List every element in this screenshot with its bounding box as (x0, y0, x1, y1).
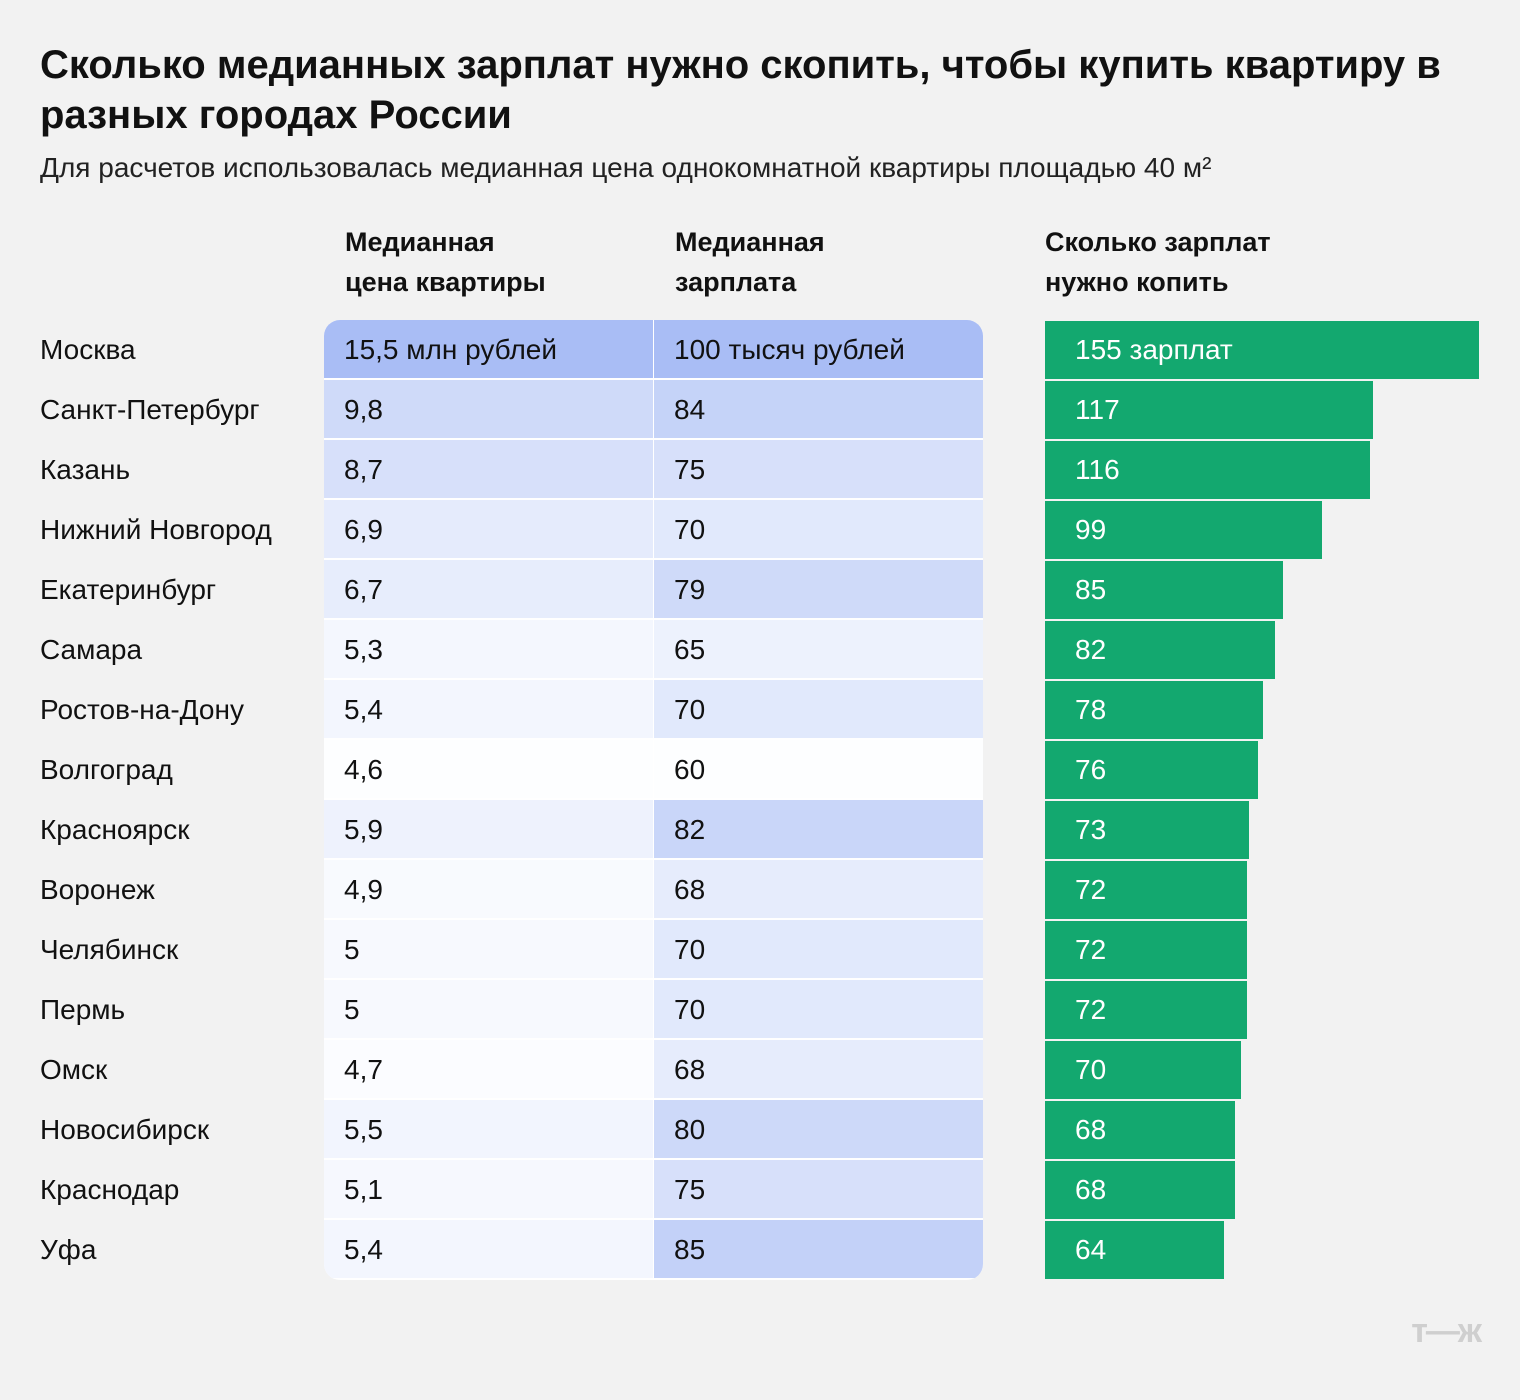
bar: 85 (1045, 561, 1283, 619)
price-cell: 5,4 (324, 1220, 653, 1279)
salary-cell: 65 (654, 620, 983, 679)
salary-cell: 79 (654, 560, 983, 619)
salary-cell: 84 (654, 380, 983, 439)
city-label: Уфа (40, 1234, 97, 1265)
city-label: Новосибирск (40, 1114, 210, 1145)
city-label: Нижний Новгород (40, 514, 272, 545)
city-label: Красноярск (40, 814, 190, 845)
salary-cell: 80 (654, 1100, 983, 1159)
salary-cell: 70 (654, 980, 983, 1039)
bar: 72 (1045, 861, 1247, 919)
subtitle: Для расчетов использовалась медианная це… (40, 152, 1212, 183)
salary-cell: 75 (654, 440, 983, 499)
salary-cell: 68 (654, 1040, 983, 1099)
city-label: Челябинск (40, 934, 179, 965)
city-label: Ростов-на-Дону (40, 694, 244, 725)
price-cell: 5,1 (324, 1160, 653, 1219)
title: Сколько медианных зарплат нужно скопить,… (40, 43, 1441, 137)
table: 15,5 млн рублей 100 тысяч рублей 9,8 84 8,7 7… (324, 320, 983, 1280)
price-cell: 5,3 (324, 620, 653, 679)
salary-cell: 85 (654, 1220, 983, 1279)
price-cell: 9,8 (324, 380, 653, 439)
price-cell: 5,5 (324, 1100, 653, 1159)
price-cell: 5,4 (324, 680, 653, 739)
bar: 99 (1045, 501, 1323, 559)
bar: 116 (1045, 441, 1370, 499)
city-label: Воронеж (40, 874, 155, 905)
column-header: Медианная цена квартиры (345, 227, 546, 297)
price-cell: 5,9 (324, 800, 653, 859)
price-cell: 15,5 млн рублей (324, 320, 653, 379)
bar: 117 (1045, 381, 1373, 439)
bar: 76 (1045, 741, 1258, 799)
bar: 70 (1045, 1041, 1241, 1099)
price-cell: 4,6 (324, 740, 653, 799)
city-label: Пермь (40, 994, 126, 1025)
salary-cell: 82 (654, 800, 983, 859)
column-header: Медианная зарплата (675, 227, 825, 297)
logo: т—ж (1411, 1312, 1482, 1350)
city-label: Москва (40, 334, 136, 365)
price-cell: 6,7 (324, 560, 653, 619)
bar: 68 (1045, 1161, 1236, 1219)
bar: 72 (1045, 921, 1247, 979)
column-header: Сколько зарплат нужно копить (1045, 227, 1271, 297)
salary-cell: 100 тысяч рублей (654, 320, 983, 379)
city-label: Казань (40, 454, 131, 485)
bar: 155 зарплат (1045, 321, 1479, 379)
salary-cell: 60 (654, 740, 983, 799)
salary-cell: 70 (654, 920, 983, 979)
bar: 73 (1045, 801, 1250, 859)
salary-cell: 75 (654, 1160, 983, 1219)
price-cell: 4,7 (324, 1040, 653, 1099)
price-cell: 5 (324, 920, 653, 979)
city-label: Волгоград (40, 754, 173, 785)
bar: 82 (1045, 621, 1275, 679)
city-label: Самара (40, 634, 143, 665)
price-cell: 6,9 (324, 500, 653, 559)
bar: 72 (1045, 981, 1247, 1039)
city-label: Санкт-Петербург (40, 394, 260, 425)
salary-cell: 70 (654, 500, 983, 559)
price-cell: 4,9 (324, 860, 653, 919)
salary-cell: 70 (654, 680, 983, 739)
bar: 78 (1045, 681, 1264, 739)
bar: 64 (1045, 1221, 1225, 1279)
price-cell: 8,7 (324, 440, 653, 499)
city-label: Екатеринбург (40, 574, 217, 605)
city-label: Краснодар (40, 1174, 180, 1205)
price-cell: 5 (324, 980, 653, 1039)
bar: 68 (1045, 1101, 1236, 1159)
salary-cell: 68 (654, 860, 983, 919)
city-label: Омск (40, 1054, 108, 1085)
